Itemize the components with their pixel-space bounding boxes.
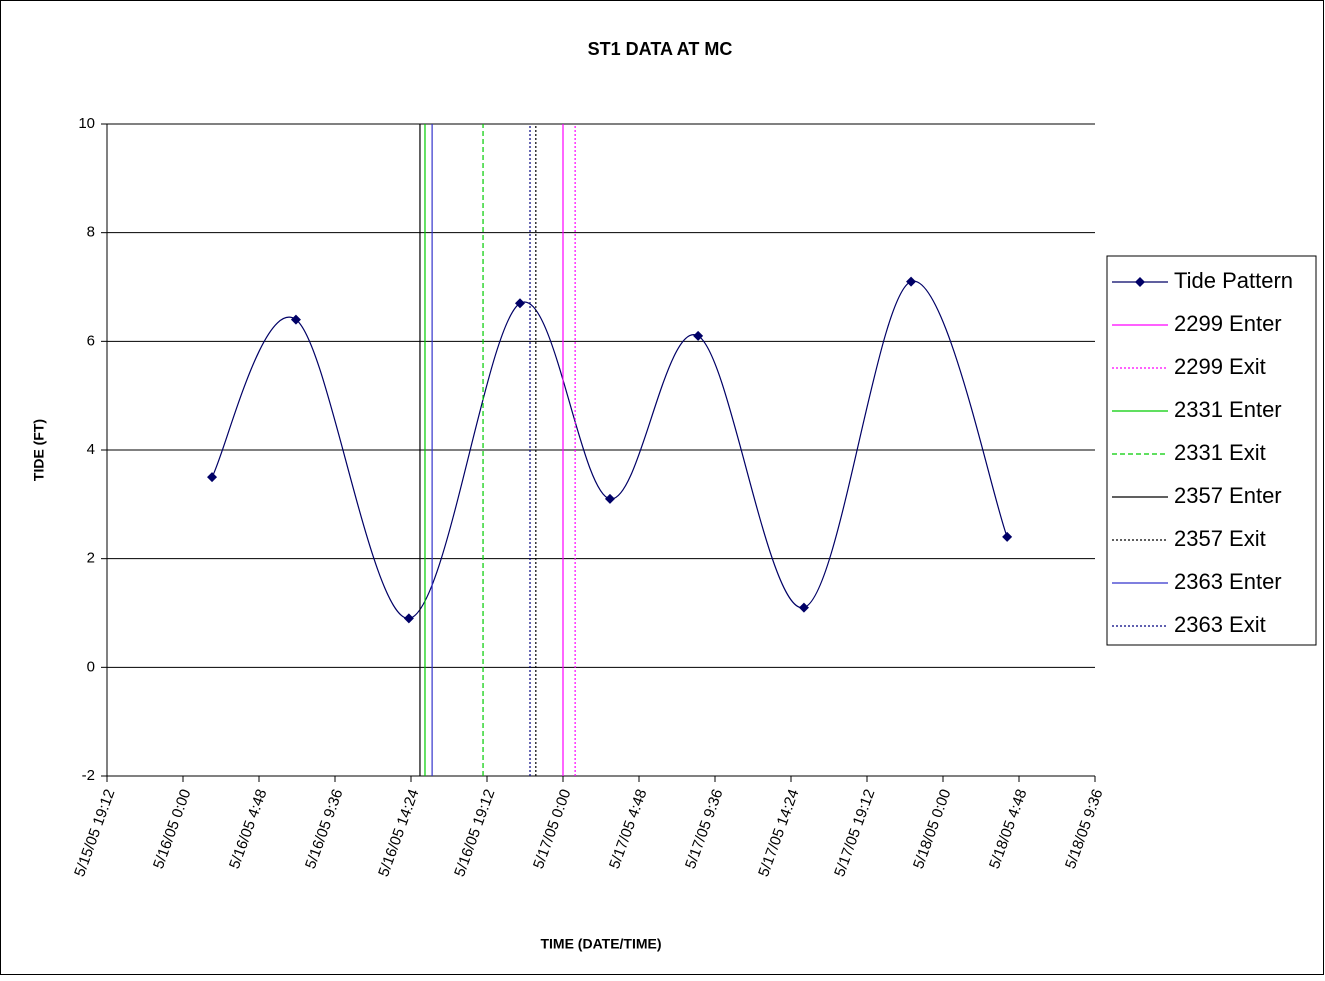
data-point bbox=[798, 602, 809, 613]
legend-label: 2363 Exit bbox=[1174, 612, 1266, 637]
legend-label: 2299 Exit bbox=[1174, 354, 1266, 379]
legend-label: 2357 Enter bbox=[1174, 483, 1282, 508]
x-axis-label: TIME (DATE/TIME) bbox=[540, 936, 661, 952]
data-point bbox=[514, 298, 525, 309]
data-point bbox=[403, 613, 414, 624]
y-tick-label: -2 bbox=[82, 767, 95, 784]
y-tick-label: 0 bbox=[87, 658, 95, 675]
data-point bbox=[906, 276, 917, 287]
y-tick-label: 10 bbox=[78, 115, 95, 132]
legend-label: 2331 Exit bbox=[1174, 440, 1266, 465]
legend-label: Tide Pattern bbox=[1174, 268, 1293, 293]
data-point bbox=[207, 472, 218, 483]
y-tick-label: 2 bbox=[87, 550, 95, 567]
y-tick-label: 8 bbox=[87, 224, 95, 241]
data-point bbox=[604, 493, 615, 504]
legend-label: 2357 Exit bbox=[1174, 526, 1266, 551]
data-point bbox=[290, 314, 301, 325]
y-tick-label: 6 bbox=[87, 332, 95, 349]
y-axis-label: TIDE (FT) bbox=[31, 419, 47, 481]
data-point bbox=[693, 330, 704, 341]
y-tick-label: 4 bbox=[87, 441, 95, 458]
chart-title: ST1 DATA AT MC bbox=[588, 39, 733, 59]
legend-marker bbox=[1135, 277, 1145, 287]
legend-label: 2331 Enter bbox=[1174, 397, 1282, 422]
legend-label: 2363 Enter bbox=[1174, 569, 1282, 594]
data-point bbox=[1002, 531, 1013, 542]
legend-label: 2299 Enter bbox=[1174, 311, 1282, 336]
legend-box bbox=[1106, 255, 1317, 646]
